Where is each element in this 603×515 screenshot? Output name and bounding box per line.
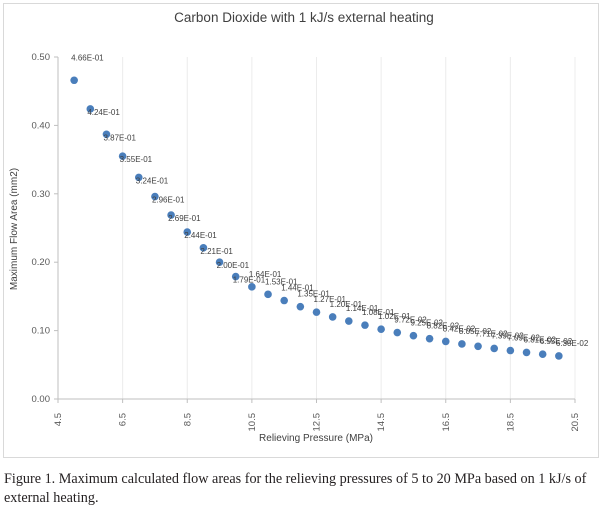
data-label: 1.27E-01 (314, 295, 347, 304)
data-label: 9.72E-02 (394, 316, 427, 325)
figure-caption: Figure 1. Maximum calculated flow areas … (4, 471, 587, 506)
data-label: 6.55E-02 (540, 337, 573, 346)
data-label: 1.14E-01 (346, 304, 379, 313)
data-label: 2.00E-01 (217, 261, 250, 270)
y-tick-label: 0.20 (32, 257, 51, 268)
data-point (377, 325, 385, 334)
data-point (102, 130, 111, 139)
gridlines (122, 57, 576, 399)
data-point (474, 342, 482, 351)
data-point (538, 350, 547, 358)
data-point (151, 192, 159, 201)
data-point (458, 340, 466, 348)
data-point (296, 302, 305, 311)
data-point (199, 244, 208, 252)
data-point (361, 321, 369, 329)
y-axis-title: Maximum Flow Area (mm2) (9, 168, 20, 290)
data-point (215, 258, 224, 266)
data-label: 2.69E-01 (168, 214, 201, 223)
data-label: 1.20E-01 (330, 300, 363, 309)
x-tick-label: 4.5 (53, 413, 64, 426)
x-tick-label: 16.5 (441, 413, 452, 432)
data-point (328, 313, 337, 321)
x-tick-label: 20.5 (570, 413, 581, 432)
data-point (393, 328, 402, 337)
y-tick-label: 0.50 (32, 52, 51, 63)
data-point (183, 228, 192, 236)
data-label: 7.09E-02 (507, 334, 540, 343)
data-label: 4.24E-01 (87, 108, 120, 117)
data-point (167, 211, 175, 219)
data-label: 1.44E-01 (281, 284, 314, 293)
data-label: 3.55E-01 (120, 155, 153, 164)
data-label: 2.44E-01 (184, 231, 217, 240)
data-label: 8.42E-02 (443, 324, 476, 333)
y-tick-label: 0.00 (32, 394, 51, 405)
data-point (425, 334, 434, 343)
x-axis-title: Relieving Pressure (MPa) (259, 433, 373, 444)
data-point (86, 105, 95, 113)
data-label: 2.96E-01 (152, 196, 185, 205)
data-point (522, 348, 531, 357)
y-tick-label: 0.30 (32, 189, 51, 200)
data-label: 4.66E-01 (71, 53, 104, 62)
data-label: 3.24E-01 (136, 176, 169, 185)
x-tick-label: 6.5 (118, 413, 129, 426)
data-point (345, 317, 353, 325)
data-labels: 4.66E-01 4.24E-01 3.87E-01 3.55E-01 3.24E-01… (71, 53, 589, 348)
data-label: 7.39E-02 (491, 331, 524, 340)
data-label: 8.82E-02 (427, 322, 460, 331)
x-tick-label: 18.5 (505, 413, 516, 432)
data-point (280, 296, 288, 305)
chart-title: Carbon Dioxide with 1 kJ/s external heat… (174, 10, 434, 25)
scatter-chart: Carbon Dioxide with 1 kJ/s external heat… (9, 10, 589, 444)
data-point (441, 337, 450, 346)
data-label: 1.64E-01 (249, 270, 282, 279)
data-point (118, 152, 127, 160)
data-label: 1.53E-01 (265, 277, 298, 286)
data-label: 7.71E-02 (475, 329, 508, 338)
data-points (70, 76, 563, 360)
x-tick-label: 8.5 (182, 413, 193, 426)
data-point (248, 283, 256, 291)
data-label: 1.02E-01 (378, 312, 411, 321)
data-point (312, 308, 321, 316)
data-label: 2.21E-01 (200, 247, 233, 256)
data-point (555, 352, 563, 360)
data-point (490, 344, 499, 353)
x-tick-label: 12.5 (312, 413, 323, 432)
axes (54, 56, 576, 403)
data-point (409, 331, 418, 340)
data-label: 9.25E-02 (410, 319, 443, 328)
data-point (231, 272, 240, 281)
data-point (134, 173, 143, 182)
y-tick-label: 0.10 (32, 326, 51, 337)
data-point (264, 290, 272, 299)
data-label: 6.30E-02 (556, 339, 589, 348)
data-label: 1.35E-01 (297, 290, 330, 299)
data-label: 1.79E-01 (233, 276, 266, 285)
data-label: 3.87E-01 (103, 133, 136, 142)
tick-labels: 4.5 6.5 8.5 10.5 12.5 14.5 16.5 18.5 20.5 0.00 0.1… (32, 52, 582, 432)
chart-frame: Carbon Dioxide with 1 kJ/s external heat… (3, 3, 599, 458)
data-label: 6.81E-02 (524, 335, 557, 344)
data-label: 8.05E-02 (459, 327, 492, 336)
data-point (70, 76, 78, 85)
data-point (506, 346, 515, 355)
y-tick-label: 0.40 (32, 120, 51, 131)
x-tick-label: 10.5 (247, 413, 258, 432)
data-label: 1.08E-01 (362, 308, 395, 317)
x-tick-label: 14.5 (376, 413, 387, 432)
